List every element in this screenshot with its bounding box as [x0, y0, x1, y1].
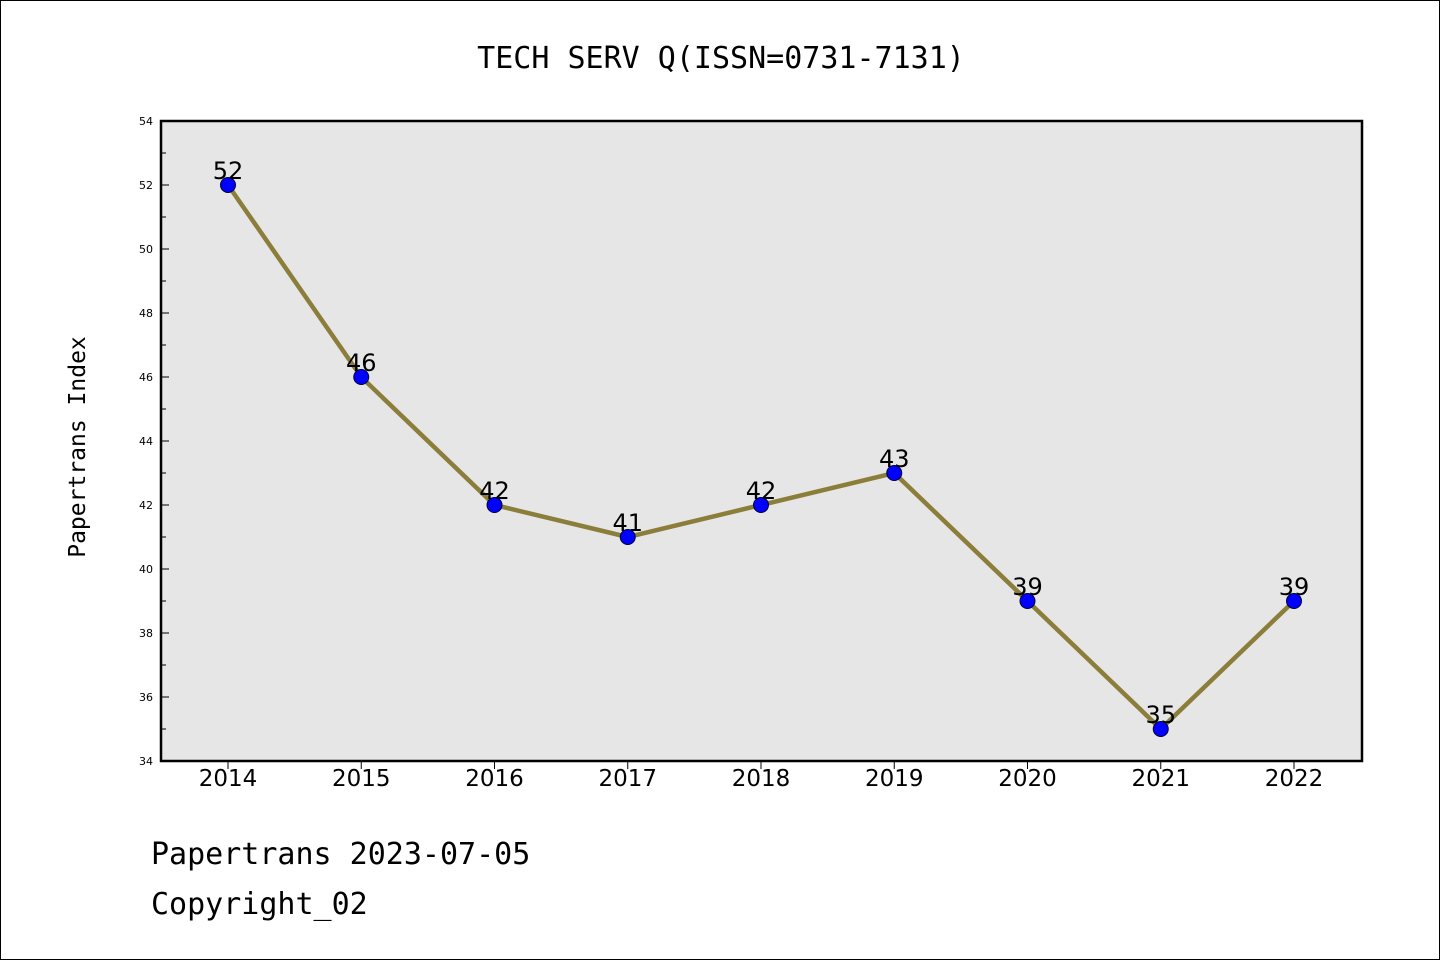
- data-point-label: 35: [1145, 701, 1176, 729]
- data-point-label: 42: [746, 477, 777, 505]
- data-point-marker: [1019, 593, 1036, 609]
- data-point-label: 42: [479, 477, 510, 505]
- x-tick-label: 2016: [465, 766, 524, 792]
- data-point-marker: [619, 529, 636, 545]
- y-tick-label: 36: [139, 691, 153, 704]
- y-tick-label: 54: [139, 115, 153, 128]
- y-tick-label: 44: [139, 435, 153, 448]
- x-tick-label: 2017: [598, 766, 657, 792]
- x-tick-label: 2014: [199, 766, 258, 792]
- y-axis: 34 36 38 40 42 44 46 48 50 52 54: [139, 115, 169, 768]
- footer-date-text: Papertrans 2023-07-05: [151, 837, 531, 872]
- data-point-label: 41: [612, 509, 643, 537]
- x-tick-label: 2018: [732, 766, 791, 792]
- y-tick-label: 48: [139, 307, 153, 320]
- data-point-marker: [220, 177, 236, 193]
- data-point-marker: [1286, 593, 1302, 609]
- y-tick-label: 38: [139, 627, 153, 640]
- data-point-marker: [1152, 721, 1169, 737]
- y-tick-label: 46: [139, 371, 153, 384]
- data-point-label: 43: [879, 445, 910, 473]
- data-point-label: 52: [213, 157, 244, 185]
- x-tick-label: 2021: [1131, 766, 1190, 792]
- y-tick-label: 52: [139, 179, 153, 192]
- data-point-label: 39: [1012, 573, 1043, 601]
- y-tick-label: 34: [139, 755, 153, 768]
- data-point-marker: [753, 497, 769, 513]
- data-point-marker: [886, 465, 903, 481]
- data-point-marker: [353, 369, 370, 385]
- data-point-label: 46: [346, 349, 377, 377]
- y-tick-label: 42: [139, 499, 153, 512]
- x-tick-label: 2020: [998, 766, 1057, 792]
- footer-copyright-text: Copyright_02: [151, 887, 368, 922]
- series-group: [220, 177, 1302, 737]
- x-tick-label: 2022: [1265, 766, 1324, 792]
- y-axis-label: Papertrans Index: [65, 336, 91, 558]
- plot-area: [159, 119, 1364, 763]
- x-axis: 2014 2015 2016 2017 2018 2019 2020 2021 2022: [199, 761, 1324, 792]
- chart-title: TECH SERV Q(ISSN=0731-7131): [477, 41, 965, 76]
- x-tick-label: 2015: [332, 766, 391, 792]
- data-point-marker: [486, 497, 503, 513]
- data-labels-group: 52 46 42 41 42 43 39 35 39: [213, 157, 1310, 729]
- y-tick-label: 40: [139, 563, 153, 576]
- x-tick-label: 2019: [865, 766, 924, 792]
- y-tick-label: 50: [139, 243, 153, 256]
- data-point-label: 39: [1279, 573, 1310, 601]
